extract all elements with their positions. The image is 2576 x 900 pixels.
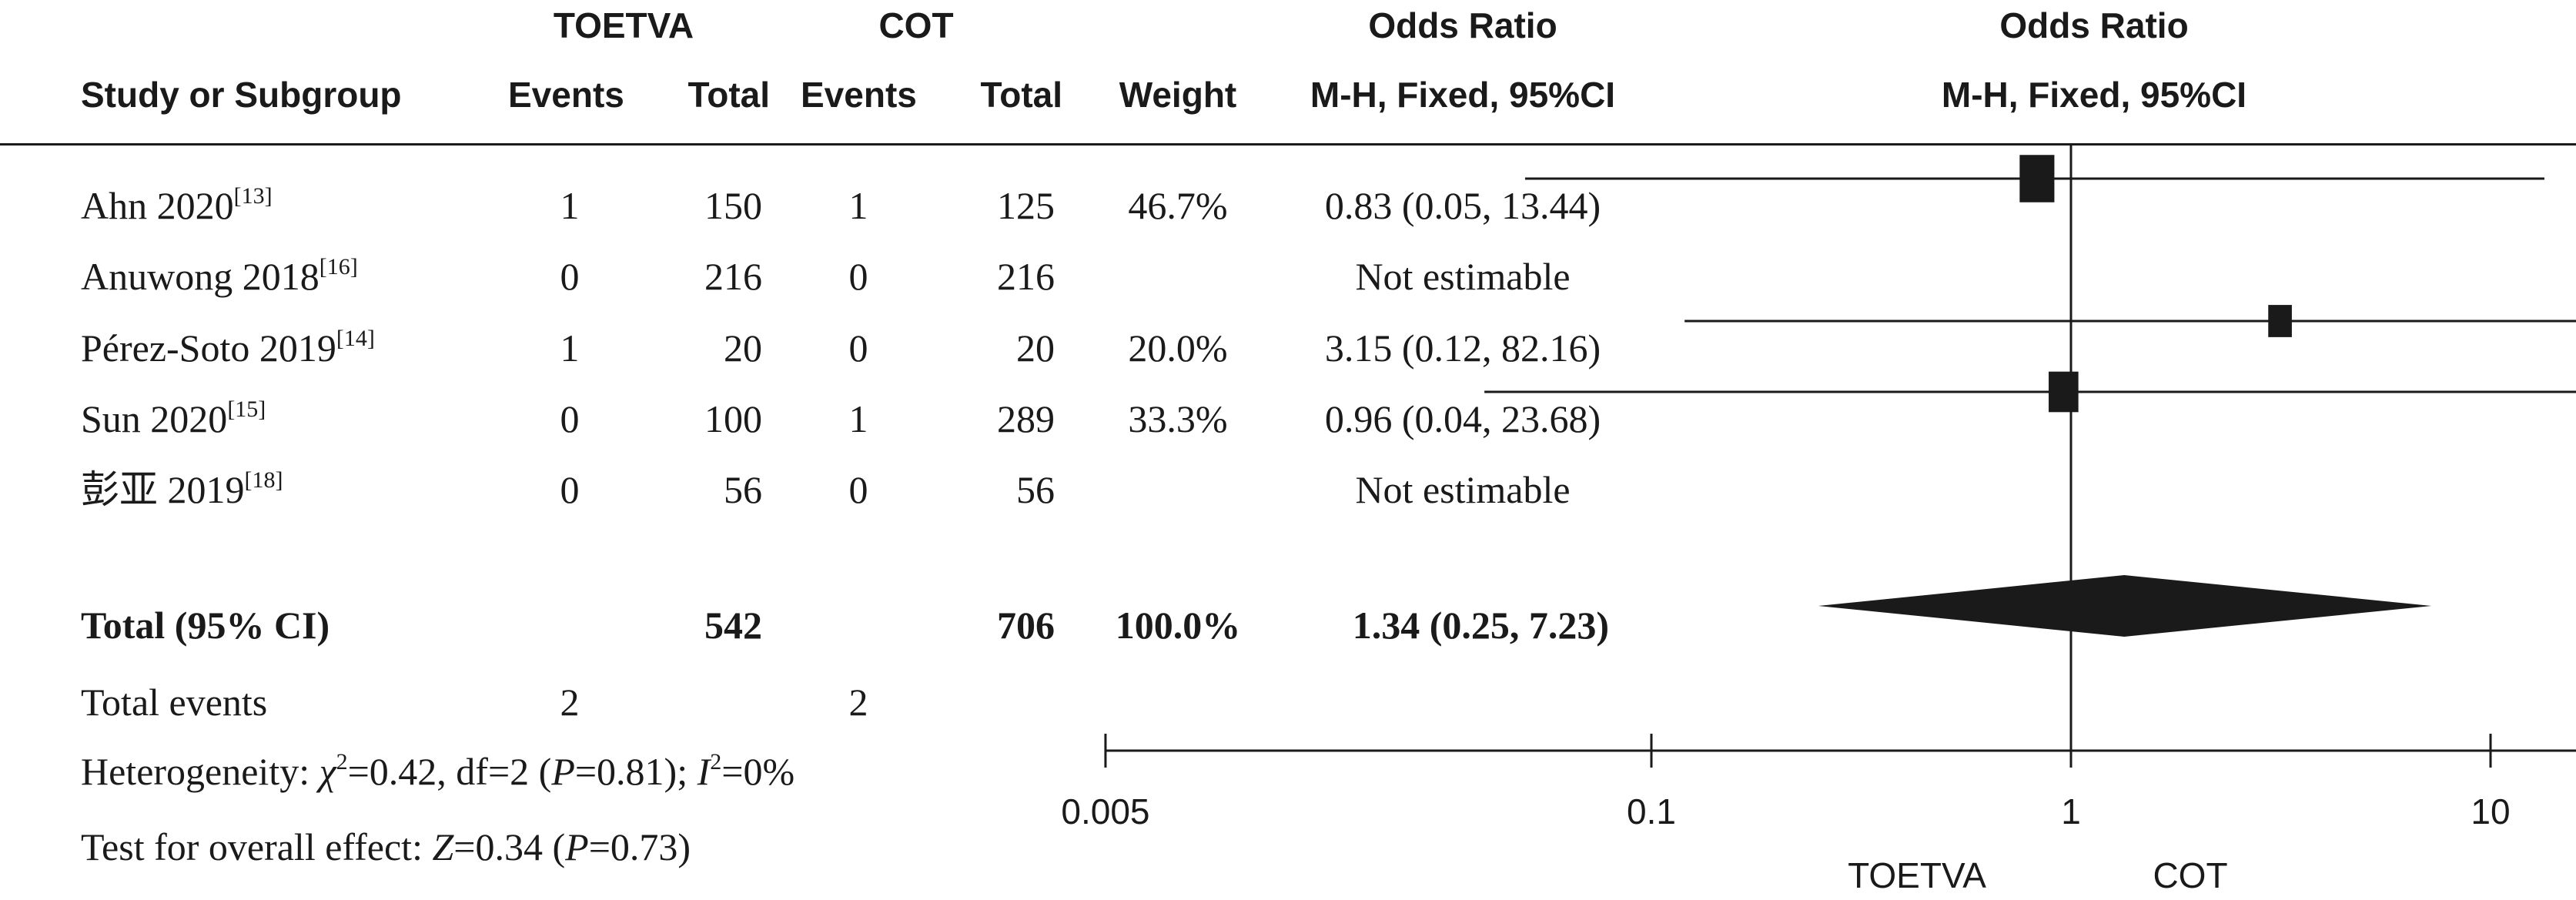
study-name: Pérez-Soto 2019[14] — [81, 326, 375, 370]
events1-sum: 2 — [560, 681, 580, 724]
events1-cell: 0 — [560, 255, 580, 298]
or-title-header: Odds Ratio — [1368, 5, 1557, 45]
or-cell: Not estimable — [1355, 468, 1571, 511]
or-cell: 3.15 (0.12, 82.16) — [1324, 326, 1601, 370]
overall-effect-text: Test for overall effect: Z=0.34 (P=0.73) — [81, 825, 691, 868]
group2-header: COT — [878, 5, 954, 45]
plot-title-header: Odds Ratio — [1999, 5, 2189, 45]
events2-cell: 0 — [848, 255, 868, 298]
events2-cell: 1 — [848, 184, 868, 227]
weight-header: Weight — [1119, 75, 1237, 115]
total1-cell: 56 — [724, 468, 762, 511]
heterogeneity-text: Heterogeneity: χ2=0.42, df=2 (P=0.81); I… — [81, 749, 795, 793]
tick-label: 0.005 — [1061, 791, 1149, 831]
total-label: Total (95% CI) — [81, 604, 330, 647]
events2-cell: 0 — [848, 468, 868, 511]
events1-cell: 1 — [560, 184, 580, 227]
header-rule — [0, 143, 2576, 146]
study-name: 彭亚 2019[18] — [81, 467, 283, 511]
events2-header: Events — [801, 75, 917, 115]
events1-header: Events — [508, 75, 624, 115]
total1-header: Total — [687, 75, 770, 115]
events2-sum: 2 — [848, 681, 868, 724]
total1-cell: 100 — [704, 397, 762, 440]
favours-left-label: TOETVA — [1848, 855, 1986, 895]
events1-cell: 0 — [560, 468, 580, 511]
study-point-box — [2049, 371, 2079, 413]
total1-cell: 150 — [704, 184, 762, 227]
or-method-header: M-H, Fixed, 95%CI — [1310, 75, 1616, 115]
tick-label: 10 — [2471, 791, 2510, 831]
events2-cell: 0 — [848, 326, 868, 370]
favours-right-label: COT — [2153, 855, 2227, 895]
or-cell: Not estimable — [1355, 255, 1571, 298]
total-or: 1.34 (0.25, 7.23) — [1352, 604, 1609, 647]
tick-label: 0.1 — [1627, 791, 1676, 831]
total2-cell: 20 — [1016, 326, 1055, 370]
events1-cell: 1 — [560, 326, 580, 370]
weight-cell: 33.3% — [1128, 397, 1228, 440]
events1-cell: 0 — [560, 397, 580, 440]
events2-cell: 1 — [848, 397, 868, 440]
or-cell: 0.83 (0.05, 13.44) — [1324, 184, 1601, 227]
study-point-box — [2268, 305, 2292, 337]
total-diamond — [1818, 575, 2432, 637]
or-cell: 0.96 (0.04, 23.68) — [1324, 397, 1601, 440]
weight-cell: 20.0% — [1128, 326, 1228, 370]
study-name: Sun 2020[15] — [81, 396, 266, 440]
study-name: Ahn 2020[13] — [81, 183, 273, 227]
events-label: Total events — [81, 681, 268, 724]
total-weight: 100.0% — [1115, 604, 1241, 647]
total2-sum: 706 — [997, 604, 1055, 647]
total1-cell: 20 — [724, 326, 762, 370]
total1-cell: 216 — [704, 255, 762, 298]
total2-header: Total — [980, 75, 1062, 115]
total2-cell: 56 — [1016, 468, 1055, 511]
total2-cell: 125 — [997, 184, 1055, 227]
group1-header: TOETVA — [553, 5, 694, 45]
study-header: Study or Subgroup — [81, 75, 402, 115]
total2-cell: 216 — [997, 255, 1055, 298]
tick-label: 1 — [2061, 791, 2081, 831]
plot-method-header: M-H, Fixed, 95%CI — [1941, 75, 2247, 115]
study-name: Anuwong 2018[16] — [81, 254, 358, 298]
study-point-box — [2019, 155, 2055, 202]
total2-cell: 289 — [997, 397, 1055, 440]
total1-sum: 542 — [704, 604, 762, 647]
weight-cell: 46.7% — [1128, 184, 1228, 227]
